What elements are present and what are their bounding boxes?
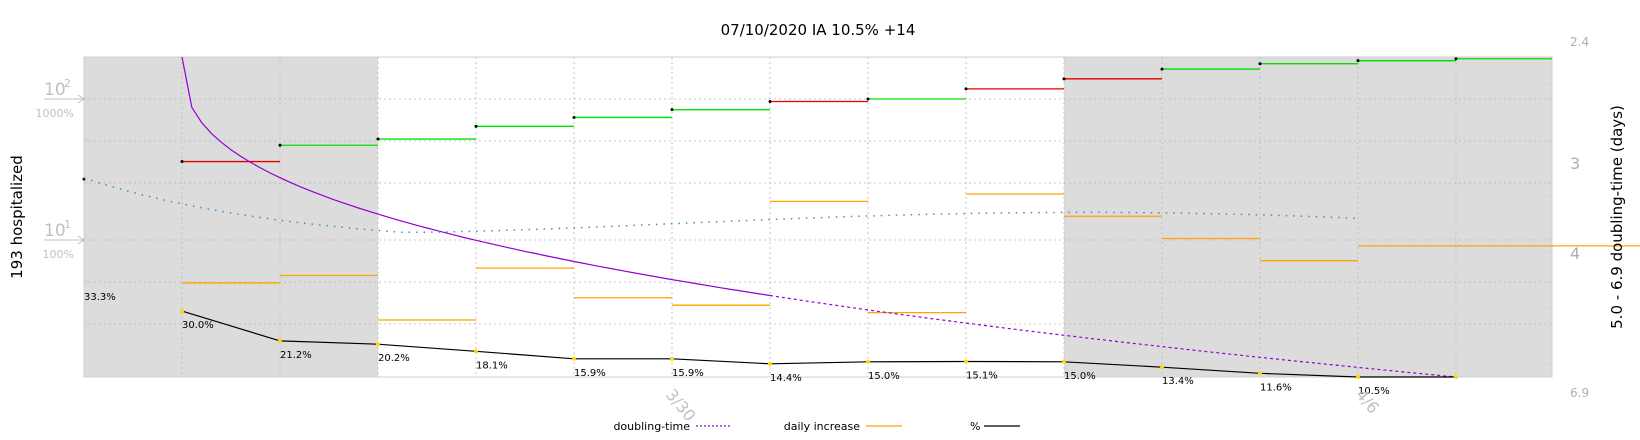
hospitalized-point xyxy=(1160,67,1164,71)
y-right-tick-label: 4 xyxy=(1570,244,1580,263)
legend-label: doubling-time xyxy=(613,420,690,433)
hospitalized-point xyxy=(376,137,380,141)
legend-label: daily increase xyxy=(784,420,860,433)
axis-ticks xyxy=(84,69,1552,365)
percent-label: 18.1% xyxy=(476,360,508,371)
y-axis-right-label: 5.0 - 6.9 doubling-time (days) xyxy=(1608,105,1626,329)
hospitalized-point xyxy=(1356,59,1360,63)
percent-point xyxy=(670,356,674,361)
y-right-tick-label: 3 xyxy=(1570,154,1580,173)
percent-point xyxy=(180,309,184,314)
percent-label: 14.4% xyxy=(770,373,802,384)
percent-point xyxy=(376,342,380,347)
percent-point xyxy=(572,356,576,361)
percent-point xyxy=(474,349,478,354)
y-left-tick-arrow xyxy=(44,235,85,245)
percent-point xyxy=(1062,359,1066,364)
percent-label: 11.6% xyxy=(1260,382,1292,393)
y-left-tick-exponent: 1 xyxy=(64,218,71,231)
plot-frame xyxy=(83,56,1553,378)
hospitalized-series xyxy=(82,57,1552,181)
hospitalized-point xyxy=(1062,77,1066,81)
percent-label: 15.1% xyxy=(966,370,998,381)
chart-title: 07/10/2020 IA 10.5% +14 xyxy=(721,21,916,39)
y-axis-left-label: 193 hospitalized xyxy=(8,155,26,279)
y-left-tick-pct: 1000% xyxy=(36,107,74,120)
legend: doubling-time daily increase% xyxy=(613,420,1020,433)
hospitalized-point xyxy=(866,97,870,101)
y-left-tick-label: 10 xyxy=(44,80,66,100)
percent-labels: 33.3% 30.0% 21.2% 20.2% 18.1% 15.9% 15.9% 14.4%… xyxy=(84,292,1390,397)
percent-label: 15.9% xyxy=(574,368,606,379)
hospitalized-point xyxy=(964,87,968,91)
percent-label: 33.3% xyxy=(84,292,116,303)
hospitalized-point xyxy=(572,115,576,119)
daily-increase-series xyxy=(182,193,1640,321)
percent-label: 30.0% xyxy=(182,320,214,331)
percent-points xyxy=(180,309,1458,379)
doubling-time-line xyxy=(181,56,771,297)
weekend-band xyxy=(84,57,378,377)
y-left-tick-pct: 100% xyxy=(43,248,74,261)
hospitalized-point xyxy=(278,143,282,147)
percent-point xyxy=(1356,375,1360,379)
hospitalized-point xyxy=(1454,57,1458,61)
weekend-band xyxy=(1064,57,1552,377)
y-left-tick-label: 10 xyxy=(44,221,66,241)
percent-label: 20.2% xyxy=(378,353,410,364)
legend-label: % xyxy=(970,420,980,433)
y-right-tick-label: 2.4 xyxy=(1570,35,1589,49)
doubling-time-line-projection xyxy=(769,294,1457,378)
percent-point xyxy=(278,338,282,343)
percent-label: 13.4% xyxy=(1162,376,1194,387)
percent-label: 15.9% xyxy=(672,368,704,379)
grid-lines xyxy=(84,57,1552,377)
y-left-tick-exponent: 2 xyxy=(64,77,71,90)
percent-point xyxy=(964,359,968,364)
hospitalized-point xyxy=(670,108,674,112)
percent-point xyxy=(866,359,870,364)
percent-label: 21.2% xyxy=(280,350,312,361)
hospitalized-point xyxy=(474,124,478,128)
percent-point xyxy=(1454,375,1458,379)
y-right-tick-label: 6.9 xyxy=(1570,386,1589,400)
percent-label: 10.5% xyxy=(1358,386,1390,397)
percent-point xyxy=(768,361,772,366)
hospitalized-point xyxy=(180,160,184,164)
percent-line xyxy=(181,310,1456,378)
y-left-tick-arrow xyxy=(44,94,85,104)
percent-point xyxy=(1160,365,1164,370)
trend-dotted-line xyxy=(83,177,1357,234)
hospitalized-point xyxy=(1258,62,1262,66)
percent-point xyxy=(1258,371,1262,376)
percent-label: 15.0% xyxy=(1064,371,1096,382)
hospitalized-point xyxy=(768,99,772,103)
percent-label: 15.0% xyxy=(868,371,900,382)
y-axis-right-ticks: 2.4 3 4 6.9 xyxy=(1570,35,1589,400)
